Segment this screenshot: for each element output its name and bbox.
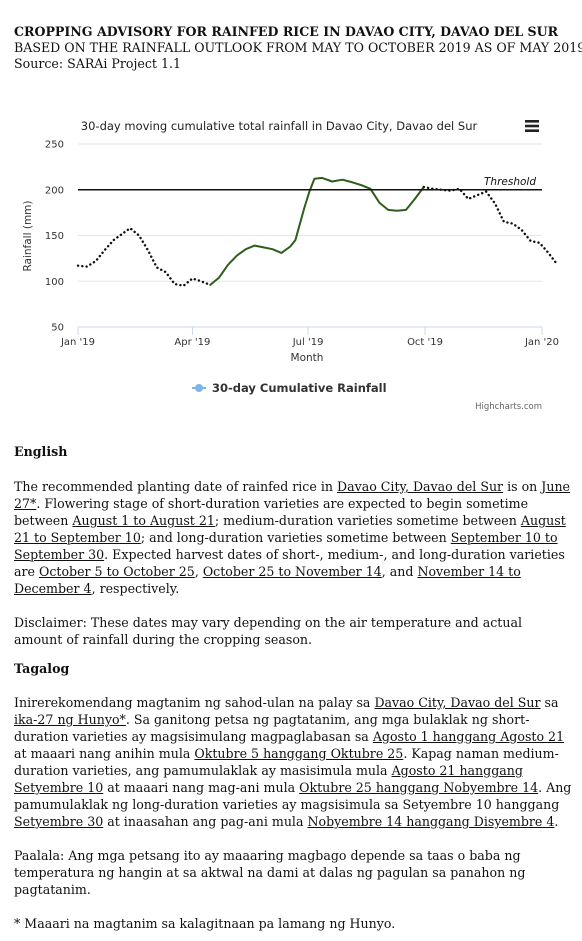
paragraph-text: sa [541,695,559,710]
tagalog-paragraph: Inirerekomendang magtanim ng sahod-ulan … [14,694,574,830]
paragraph-text: , respectively. [92,581,180,596]
y-tick-label: 200 [45,185,64,196]
x-tick-label: Jul '19 [292,337,324,348]
rainfall-chart: 30-day moving cumulative total rainfall … [14,106,572,424]
y-gridlines [78,144,542,327]
paragraph-text: ; and long-duration varieties sometime b… [141,530,451,545]
english-heading-text: English [14,443,574,460]
tagalog-recommendation: Inirerekomendang magtanim ng sahod-ulan … [14,694,574,830]
english-heading: English [14,443,574,460]
x-tick-label: Oct '19 [407,337,443,348]
paragraph-text: , and [382,564,418,579]
x-tick-label: Jan '20 [524,337,559,348]
page-title: CROPPING ADVISORY FOR RAINFED RICE IN DA… [14,24,574,40]
y-axis-label: Rainfall (mm) [22,200,34,271]
underlined-date: August 1 to August 21 [72,513,215,528]
paragraph-text: ; medium-duration varieties sometime bet… [215,513,521,528]
advisory-header: CROPPING ADVISORY FOR RAINFED RICE IN DA… [14,24,574,72]
tagalog-footnote: * Maaari na magtanim sa kalagitnaan pa l… [14,915,574,932]
x-tick-label: Jan '19 [60,337,95,348]
paragraph-text: , [195,564,203,579]
x-axis-label: Month [291,352,324,364]
underlined-date: Setyembre 30 [14,814,103,829]
underlined-date: October 25 to November 14 [203,564,382,579]
paragraph-text: The recommended planting date of rainfed… [14,479,337,494]
underlined-date: Agosto 1 hanggang Agosto 21 [373,729,564,744]
tagalog-paalala-text: Paalala: Ang mga petsang ito ay maaaring… [14,847,574,898]
underlined-date: ika-27 ng Hunyo* [14,712,126,727]
source-line: Source: SARAi Project 1.1 [14,56,574,72]
underlined-date: Nobyembre 14 hanggang Disyembre 4 [307,814,554,829]
english-disclaimer-text: Disclaimer: These dates may vary dependi… [14,614,574,648]
underlined-date: Oktubre 5 hanggang Oktubre 25 [194,746,403,761]
tagalog-heading-text: Tagalog [14,660,574,677]
tagalog-paalala: Paalala: Ang mga petsang ito ay maaaring… [14,847,574,898]
y-tick-label: 250 [45,140,64,151]
y-tick-label: 50 [51,323,64,334]
paragraph-text: at maaari nang anihin mula [14,746,194,761]
legend-marker [195,384,203,392]
legend-label: 30-day Cumulative Rainfall [212,381,387,395]
english-paragraph: The recommended planting date of rainfed… [14,478,574,597]
series-line-2 [210,178,424,285]
paragraph-text: . [554,814,558,829]
underlined-date: October 5 to October 25 [39,564,195,579]
underlined-date: Oktubre 25 hanggang Nobyembre 14 [299,780,538,795]
underlined-date: Davao City, Davao del Sur [374,695,540,710]
y-tick-label: 100 [45,277,64,288]
series-group [78,178,556,286]
series-line-1 [78,228,210,286]
chart-title: 30-day moving cumulative total rainfall … [81,119,478,133]
threshold-label: Threshold [484,176,536,188]
english-recommendation: The recommended planting date of rainfed… [14,478,574,597]
paragraph-text: Inirerekomendang magtanim ng sahod-ulan … [14,695,374,710]
y-tick-labels: 50 100 150 200 250 [45,140,64,334]
underlined-date: Davao City, Davao del Sur [337,479,503,494]
series-line-3 [424,187,556,263]
y-tick-label: 150 [45,231,64,242]
english-disclaimer: Disclaimer: These dates may vary dependi… [14,614,574,648]
paragraph-text: at maaari nang mag-ani mula [103,780,299,795]
paragraph-text: at inaasahan ang pag-ani mula [103,814,307,829]
page-subtitle: BASED ON THE RAINFALL OUTLOOK FROM MAY T… [14,40,574,56]
legend-item[interactable]: 30-day Cumulative Rainfall [192,381,387,395]
menu-icon[interactable] [525,120,539,132]
paragraph-text: is on [503,479,541,494]
rainfall-chart-svg: 30-day moving cumulative total rainfall … [14,106,572,424]
x-tick-label: Apr '19 [174,337,210,348]
tagalog-heading: Tagalog [14,660,574,677]
tagalog-footnote-text: * Maaari na magtanim sa kalagitnaan pa l… [14,915,574,932]
highcharts-credit[interactable]: Highcharts.com [475,402,542,412]
x-axis: Jan '19 Apr '19 Jul '19 Oct '19 Jan '20 [60,327,559,348]
